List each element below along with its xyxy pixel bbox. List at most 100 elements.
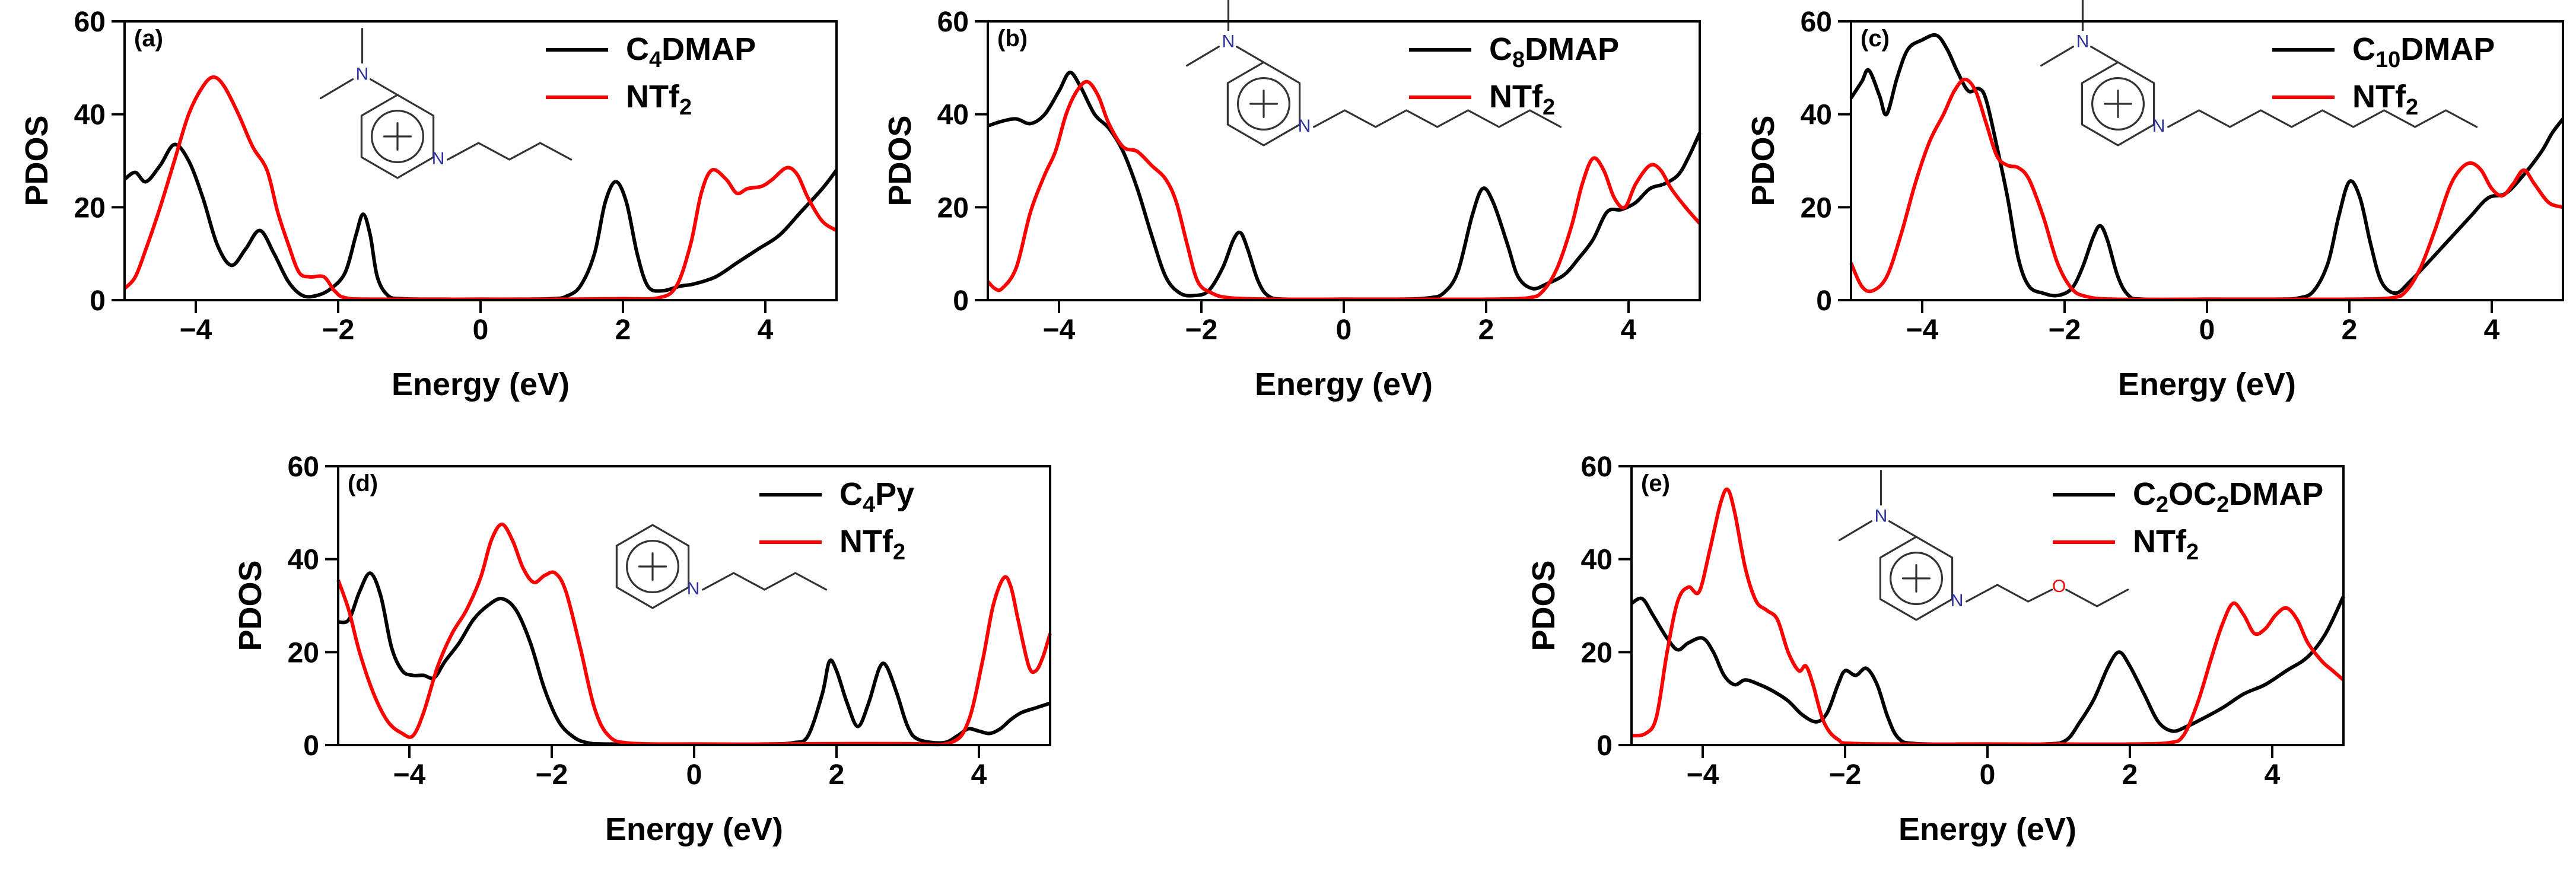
series-line xyxy=(986,79,1702,301)
x-tick-label: 0 xyxy=(1336,314,1352,346)
x-tick-label: 2 xyxy=(2342,314,2358,346)
y-tick-label: 40 xyxy=(1801,100,1832,131)
panel-label: (a) xyxy=(134,26,163,52)
y-axis-label: PDOS xyxy=(233,560,268,651)
series-line xyxy=(987,71,1702,301)
ring-nitrogen-label: N xyxy=(1298,116,1311,136)
panel-label: (c) xyxy=(1861,26,1890,52)
x-tick-label: 0 xyxy=(2199,314,2215,346)
x-tick-label: 2 xyxy=(1478,314,1494,346)
x-tick-label: 4 xyxy=(758,314,774,346)
y-tick-label: 0 xyxy=(1816,285,1832,317)
y-tick-label: 60 xyxy=(74,7,106,38)
x-tick-label: 4 xyxy=(2484,314,2500,346)
x-tick-label: −2 xyxy=(536,759,568,791)
legend-entry: NTf2 xyxy=(2133,524,2199,565)
series-line xyxy=(1630,596,2345,746)
y-tick-label: 40 xyxy=(937,100,969,131)
y-axis-label: PDOS xyxy=(1526,560,1561,651)
x-tick-label: 0 xyxy=(473,314,489,346)
legend-entry: NTf2 xyxy=(2352,79,2418,120)
y-tick-label: 60 xyxy=(1581,451,1613,483)
x-tick-label: −2 xyxy=(322,314,355,346)
panel-label: (e) xyxy=(1641,470,1670,497)
ether-oxygen-label: O xyxy=(2052,577,2066,596)
y-axis-label: PDOS xyxy=(1745,115,1781,206)
y-tick-label: 0 xyxy=(303,730,319,762)
series-line xyxy=(123,142,838,301)
amine-nitrogen-label: N xyxy=(1222,32,1235,52)
y-tick-label: 20 xyxy=(74,192,106,224)
y-tick-label: 20 xyxy=(1801,192,1832,224)
panel-label: (b) xyxy=(997,26,1028,52)
legend-entry: NTf2 xyxy=(626,79,692,120)
y-axis-label: PDOS xyxy=(19,115,55,206)
x-tick-label: 0 xyxy=(686,759,702,791)
pyridinium-ring: N N O xyxy=(1838,469,2129,621)
legend-entry: C10DMAP xyxy=(2352,31,2495,72)
x-axis-label: Energy (eV) xyxy=(392,367,570,402)
x-tick-label: −2 xyxy=(1829,759,1862,791)
y-tick-label: 0 xyxy=(1597,730,1613,762)
y-tick-label: 0 xyxy=(953,285,969,317)
y-tick-label: 60 xyxy=(1801,7,1832,38)
legend-entry: C2OC2DMAP xyxy=(2133,476,2323,517)
series-line xyxy=(1631,487,2345,746)
legend-entry: NTf2 xyxy=(1489,79,1555,120)
panel-label: (d) xyxy=(348,470,378,497)
legend-entry: NTf2 xyxy=(839,524,905,565)
series-line xyxy=(1849,77,2564,301)
x-tick-label: 4 xyxy=(1621,314,1637,346)
x-tick-label: 4 xyxy=(971,759,987,791)
ring-nitrogen-label: N xyxy=(432,149,445,168)
ring-nitrogen-label: N xyxy=(2152,116,2165,136)
legend-entry: C4Py xyxy=(839,476,914,517)
ring-nitrogen-label: N xyxy=(687,579,700,599)
y-tick-label: 60 xyxy=(937,7,969,38)
x-tick-label: 4 xyxy=(2265,759,2281,791)
x-tick-label: 2 xyxy=(615,314,631,346)
series-line xyxy=(1849,33,2565,301)
x-axis-label: Energy (eV) xyxy=(1898,811,2076,847)
ring-nitrogen-label: N xyxy=(1951,591,1964,610)
x-tick-label: −4 xyxy=(1906,314,1939,346)
y-tick-label: 0 xyxy=(90,285,106,317)
legend: C8DMAP NTf2 xyxy=(1409,31,1619,120)
y-axis-label: PDOS xyxy=(882,115,918,206)
pyridinium-ring: NN xyxy=(1185,0,1562,147)
pyridinium-ring: N xyxy=(615,524,828,609)
y-tick-label: 60 xyxy=(288,451,319,483)
legend: C4Py NTf2 xyxy=(759,476,914,565)
y-tick-label: 20 xyxy=(1581,637,1613,669)
inset-molecule: N N O xyxy=(1838,469,2129,621)
amine-nitrogen-label: N xyxy=(356,65,369,84)
x-tick-label: −4 xyxy=(180,314,212,346)
pyridinium-ring: NN xyxy=(2040,0,2478,147)
x-tick-label: −4 xyxy=(1043,314,1076,346)
x-tick-label: 2 xyxy=(829,759,845,791)
inset-molecule: N xyxy=(615,524,828,609)
y-tick-label: 40 xyxy=(1581,545,1613,576)
legend: C2OC2DMAP NTf2 xyxy=(2053,476,2323,565)
x-axis-label: Energy (eV) xyxy=(1255,367,1433,402)
legend: C10DMAP NTf2 xyxy=(2272,31,2495,120)
x-tick-label: −4 xyxy=(1687,759,1719,791)
series-line xyxy=(336,522,1052,747)
series-line xyxy=(338,571,1051,746)
y-tick-label: 20 xyxy=(937,192,969,224)
y-tick-label: 20 xyxy=(288,637,319,669)
pyridinium-ring: NN xyxy=(319,27,573,179)
inset-molecule: NN xyxy=(319,27,573,179)
x-tick-label: −2 xyxy=(2049,314,2081,346)
x-axis-label: Energy (eV) xyxy=(2118,367,2296,402)
x-tick-label: −2 xyxy=(1185,314,1218,346)
inset-molecule: NN xyxy=(1185,0,1562,147)
amine-nitrogen-label: N xyxy=(1875,507,1888,526)
legend-entry: C8DMAP xyxy=(1489,31,1619,72)
